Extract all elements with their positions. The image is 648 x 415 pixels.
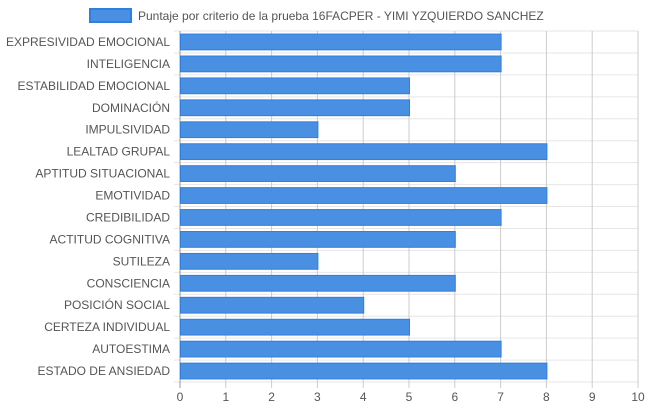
bar[interactable] [180, 77, 410, 95]
bar[interactable] [180, 187, 548, 204]
x-tick-label: 5 [406, 390, 413, 404]
x-tick-label: 4 [360, 390, 367, 404]
category-label: LEALTAD GRUPAL [67, 145, 171, 159]
category-label: SUTILEZA [113, 254, 170, 268]
category-label: ESTABILIDAD EMOCIONAL [18, 79, 171, 93]
category-label-layer: EXPRESIVIDAD EMOCIONAL INTELIGENCIA ESTABI… [6, 35, 170, 378]
x-tick-label: 6 [451, 390, 458, 404]
category-label: ACTITUD COGNITIVA [50, 232, 170, 246]
x-tick-label: 10 [631, 390, 645, 404]
bar[interactable] [180, 362, 548, 380]
bar[interactable] [180, 55, 502, 73]
category-label: EXPRESIVIDAD EMOCIONAL [6, 35, 170, 49]
bar[interactable] [180, 165, 456, 182]
legend[interactable]: Puntaje por criterio de la prueba 16FACP… [89, 8, 544, 23]
x-tick-layer: 0 1 2 3 4 5 6 7 8 9 10 [177, 390, 645, 404]
bar-layer [180, 33, 548, 380]
category-label: CONSCIENCIA [87, 276, 170, 290]
x-tick-label: 3 [314, 390, 321, 404]
category-label: IMPULSIVIDAD [85, 123, 170, 137]
category-label: POSICIÓN SOCIAL [64, 297, 170, 312]
bar[interactable] [180, 231, 456, 248]
bar[interactable] [180, 209, 502, 226]
bar[interactable] [180, 99, 410, 117]
bar[interactable] [180, 296, 365, 314]
category-label: CREDIBILIDAD [86, 210, 170, 224]
category-label: APTITUD SITUACIONAL [35, 167, 170, 181]
bar[interactable] [180, 340, 502, 358]
x-tick-label: 2 [268, 390, 275, 404]
category-label: ESTADO DE ANSIEDAD [38, 364, 171, 378]
category-label: CERTEZA INDIVIDUAL [44, 320, 170, 334]
bar[interactable] [180, 121, 319, 139]
legend-swatch [89, 8, 132, 23]
legend-label: Puntaje por criterio de la prueba 16FACP… [138, 9, 544, 23]
x-tick-label: 0 [177, 390, 184, 404]
bar[interactable] [180, 318, 410, 336]
bar[interactable] [180, 252, 319, 270]
bar[interactable] [180, 274, 456, 292]
category-label: DOMINACIÓN [92, 100, 170, 115]
category-label: EMOTIVIDAD [95, 189, 170, 203]
bar[interactable] [180, 33, 502, 51]
x-tick-label: 7 [497, 390, 504, 404]
category-label: INTELIGENCIA [87, 57, 170, 71]
category-label: AUTOESTIMA [92, 342, 170, 356]
x-tick-label: 1 [222, 390, 229, 404]
bar[interactable] [180, 143, 548, 161]
x-tick-label: 9 [589, 390, 596, 404]
x-tick-label: 8 [543, 390, 550, 404]
